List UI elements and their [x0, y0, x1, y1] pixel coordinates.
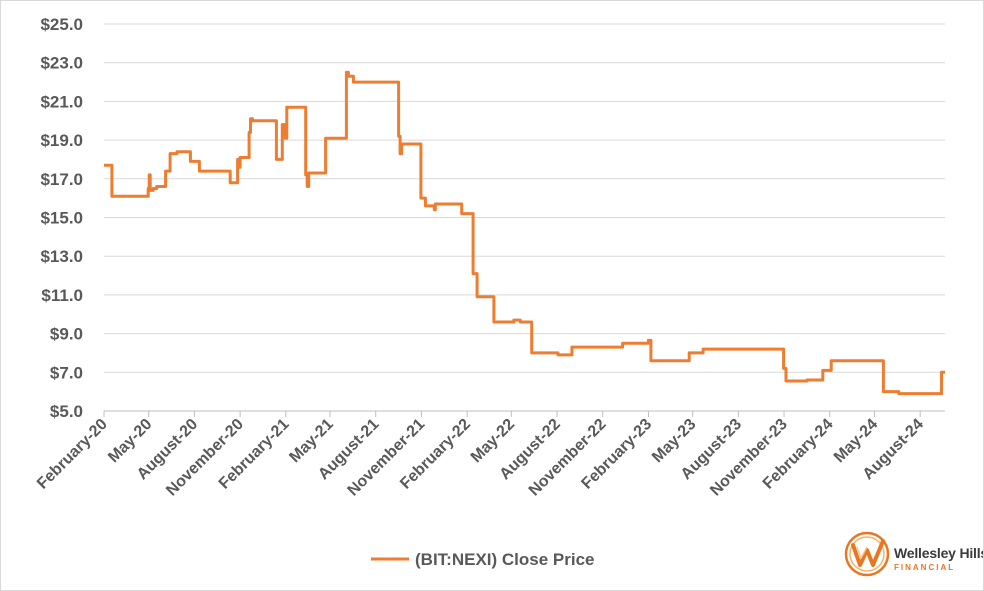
logo-subtitle: FINANCIAL	[894, 563, 955, 572]
logo-name: Wellesley Hills	[894, 545, 983, 561]
series-line	[104, 70, 945, 396]
y-tick-label: $5.0	[50, 402, 83, 421]
brand-logo: Wellesley Hills FINANCIAL	[844, 531, 983, 577]
y-tick-label: $13.0	[40, 247, 83, 266]
legend-label: (BIT:NEXI) Close Price	[415, 550, 595, 569]
gridlines	[104, 23, 945, 412]
y-tick-label: $25.0	[40, 15, 83, 34]
x-tick-label: February-20	[34, 416, 111, 493]
y-tick-label: $17.0	[40, 170, 83, 189]
y-tick-label: $15.0	[40, 209, 83, 228]
series-layer	[104, 70, 945, 396]
y-tick-label: $23.0	[40, 54, 83, 73]
y-tick-label: $7.0	[50, 363, 83, 382]
y-tick-label: $9.0	[50, 325, 83, 344]
y-tick-label: $19.0	[40, 131, 83, 150]
y-axis-ticks: $25.0 $23.0 $21.0 $19.0 $17.0 $15.0 $13.0 $11.0…	[40, 15, 83, 421]
legend: (BIT:NEXI) Close Price	[371, 550, 595, 569]
x-axis-ticks: February-20May-20August-20November-20Feb…	[34, 416, 927, 500]
logo-mark-icon	[844, 531, 890, 577]
x-axis	[103, 410, 945, 417]
y-tick-label: $21.0	[40, 92, 83, 111]
y-tick-label: $11.0	[41, 286, 83, 305]
